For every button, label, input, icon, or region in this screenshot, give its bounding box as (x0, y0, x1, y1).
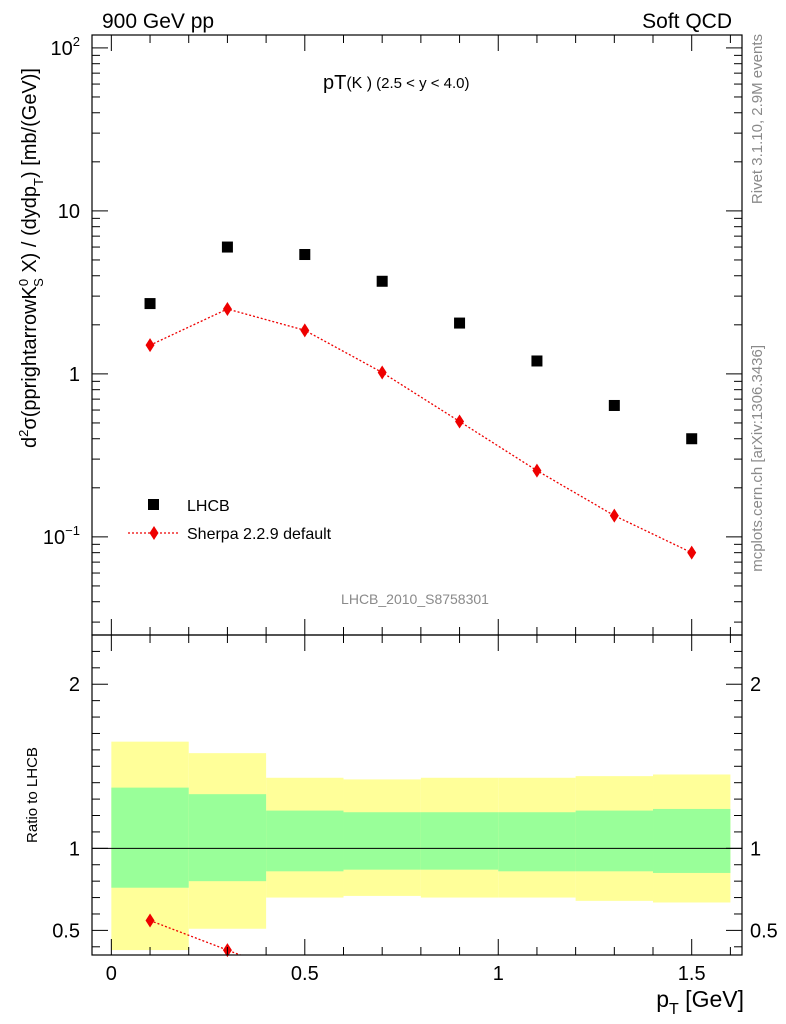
main-ytick-label: 1 (69, 364, 80, 386)
lhcb-point (686, 433, 698, 445)
lhcb-point (299, 249, 311, 261)
ratio-xtick-label: 1.5 (678, 963, 706, 985)
ratio-ytick-label-right: 0.5 (750, 920, 778, 942)
ratio-ytick-label-left: 0.5 (52, 920, 80, 942)
plot-title: pT(K ) (2.5 < y < 4.0) (323, 72, 470, 94)
ratio-xtick-label: 0.5 (291, 963, 319, 985)
green-band (420, 812, 499, 870)
plot-title-cut: (2.5 < y < 4.0) (376, 75, 469, 92)
lhcb-point (454, 317, 466, 329)
sherpa-point (687, 545, 697, 560)
legend-sherpa-label: Sherpa 2.2.9 default (187, 526, 332, 543)
ratio-xlabel: pT [GeV] (656, 986, 744, 1018)
legend-lhcb-label: LHCB (187, 498, 230, 515)
green-band (111, 787, 189, 888)
main-ticks (92, 35, 742, 635)
green-band (266, 810, 344, 872)
ratio-bands (111, 741, 731, 951)
main-ytick-label: 102 (51, 34, 80, 60)
lhcb-point (531, 355, 543, 367)
main-ytick-label: 10−1 (43, 523, 80, 549)
ratio-ytick-label-left: 2 (69, 674, 80, 696)
main-markers (144, 241, 698, 560)
ratio-panel-frame (91, 634, 743, 956)
header-right: Soft QCD (642, 10, 732, 33)
ratio-panel: 0.5 0.5 1 1 2 2 0 0.5 1 1.5 Ratio to LHCB pT [GeV… (24, 634, 778, 1018)
green-band (575, 810, 654, 872)
ratio-ticks (92, 635, 742, 955)
sherpa-point (609, 508, 619, 523)
ratio-ytick-label-left: 1 (69, 838, 80, 860)
ratio-ylabel: Ratio to LHCB (24, 747, 41, 843)
ratio-tick-labels: 0.5 0.5 1 1 2 2 0 0.5 1 1.5 (52, 674, 778, 985)
ratio-ytick-label-right: 1 (750, 838, 761, 860)
sherpa-point (222, 302, 232, 317)
sherpa-point (532, 463, 542, 478)
sherpa-point (300, 323, 310, 338)
sherpa-point (377, 365, 387, 380)
main-ytick-labels: 10−1 1 10 102 (43, 34, 80, 549)
analysis-label: LHCB_2010_S8758301 (341, 591, 489, 607)
main-ytick-label: 10 (58, 201, 80, 223)
sherpa-point (145, 338, 155, 353)
legend-sherpa-marker (149, 526, 159, 540)
mcplots-label: mcplots.cern.ch [arXiv:1306.3436] (749, 345, 766, 572)
lhcb-point (221, 241, 233, 253)
main-ylabel: d2σ(pprightarrowK0S X) / (dydpT) [mb/(Ge… (16, 68, 46, 448)
header-left: 900 GeV pp (102, 10, 214, 33)
lhcb-point (376, 275, 388, 287)
lhcb-point (608, 399, 620, 411)
rivet-label: Rivet 3.1.10, 2.9M events (749, 34, 766, 204)
green-band (343, 812, 421, 870)
plot-title-prefix: pT (323, 72, 346, 94)
sherpa-point (455, 414, 465, 429)
ratio-xtick-label: 0 (106, 963, 117, 985)
main-panel-frame (91, 34, 743, 636)
legend: LHCB Sherpa 2.2.9 default (128, 498, 332, 543)
ratio-sherpa-point (145, 913, 155, 928)
green-band (498, 812, 576, 872)
main-panel: 10−1 1 10 102 pT(K ) (2.5 < y < 4.0) LHCB_20… (16, 34, 743, 636)
plot-title-particle: (K ) (346, 75, 372, 92)
green-band (188, 794, 267, 882)
lhcb-point (144, 298, 156, 310)
green-band (653, 808, 731, 873)
ratio-ytick-label-right: 2 (750, 674, 761, 696)
legend-lhcb-marker (148, 499, 159, 510)
ratio-xtick-label: 1 (493, 963, 504, 985)
